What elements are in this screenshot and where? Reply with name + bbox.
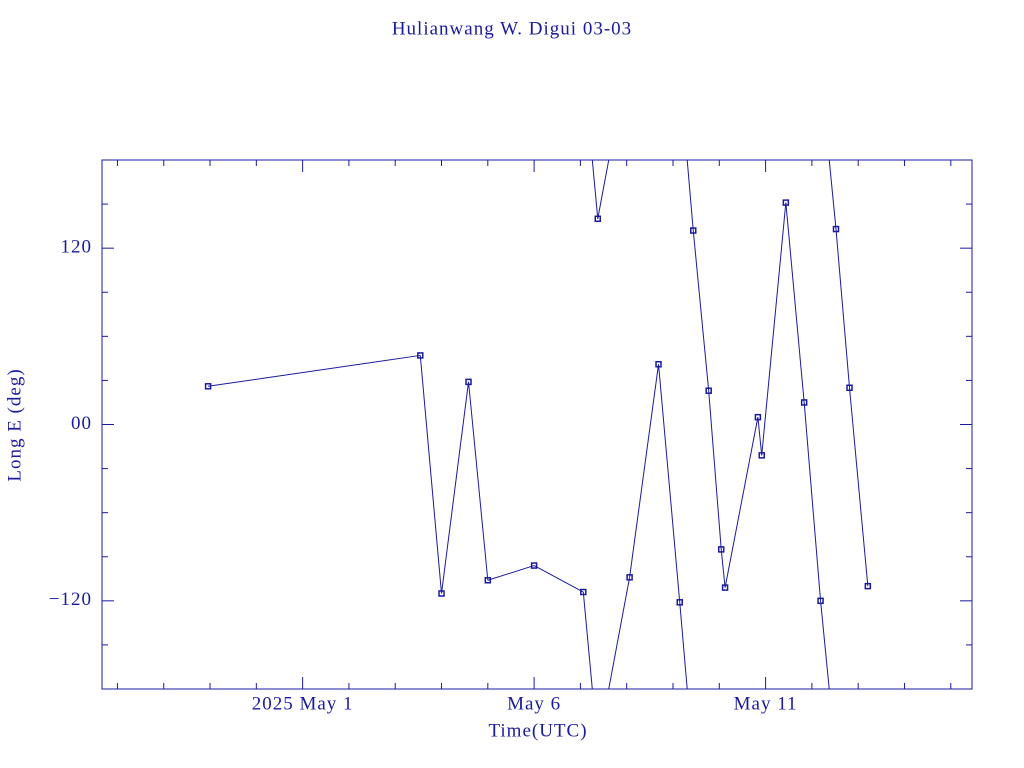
point xyxy=(204,383,212,390)
point xyxy=(864,582,872,590)
line-segment xyxy=(533,565,584,593)
point xyxy=(846,384,853,392)
line-segment xyxy=(803,402,822,601)
point xyxy=(832,225,840,233)
y-tick-label: 00 xyxy=(71,413,92,434)
line-segment xyxy=(582,160,599,689)
line-segment xyxy=(757,417,763,456)
line-segment xyxy=(692,230,710,391)
point xyxy=(580,588,587,596)
line-segment xyxy=(849,387,869,587)
point xyxy=(758,452,765,459)
point xyxy=(530,562,538,569)
line-segment xyxy=(724,417,759,588)
point xyxy=(690,227,697,234)
point xyxy=(717,546,725,553)
point xyxy=(626,574,633,581)
line-segment xyxy=(597,160,631,689)
point xyxy=(655,361,662,368)
line-segment xyxy=(468,381,489,581)
point xyxy=(465,378,472,386)
y-tick-label: 120 xyxy=(61,237,93,258)
x-axis-label: Time(UTC) xyxy=(488,720,587,741)
x-tick-label: May 11 xyxy=(734,693,798,714)
line-segment xyxy=(720,549,726,588)
line-segment xyxy=(629,364,660,578)
line-segment xyxy=(658,364,681,603)
point xyxy=(754,413,762,421)
point xyxy=(705,387,712,394)
y-tick-label: −120 xyxy=(49,589,92,610)
line-segment xyxy=(761,202,787,456)
line-segment xyxy=(835,229,851,388)
point xyxy=(417,352,424,359)
chart-title: Hulianwang W. Digui 03-03 xyxy=(392,18,632,39)
line-segment xyxy=(419,355,443,594)
line-segment xyxy=(785,202,805,403)
line-segment xyxy=(441,381,470,594)
point xyxy=(782,199,790,206)
x-tick-label: May 6 xyxy=(507,693,561,714)
point xyxy=(721,584,729,591)
x-tick-label: 2025 May 1 xyxy=(252,693,354,714)
point xyxy=(594,215,602,223)
line-segment xyxy=(820,160,837,689)
line-segment xyxy=(679,160,694,689)
point xyxy=(676,599,683,606)
point xyxy=(484,577,492,584)
line-segment xyxy=(208,354,421,387)
plot-frame xyxy=(101,159,973,690)
point xyxy=(817,597,824,605)
line-segment xyxy=(708,390,722,550)
point xyxy=(438,590,445,597)
line-segment xyxy=(487,565,535,581)
point xyxy=(800,399,808,406)
y-axis-label: Long E (deg) xyxy=(4,368,25,481)
plot-area xyxy=(204,160,872,689)
